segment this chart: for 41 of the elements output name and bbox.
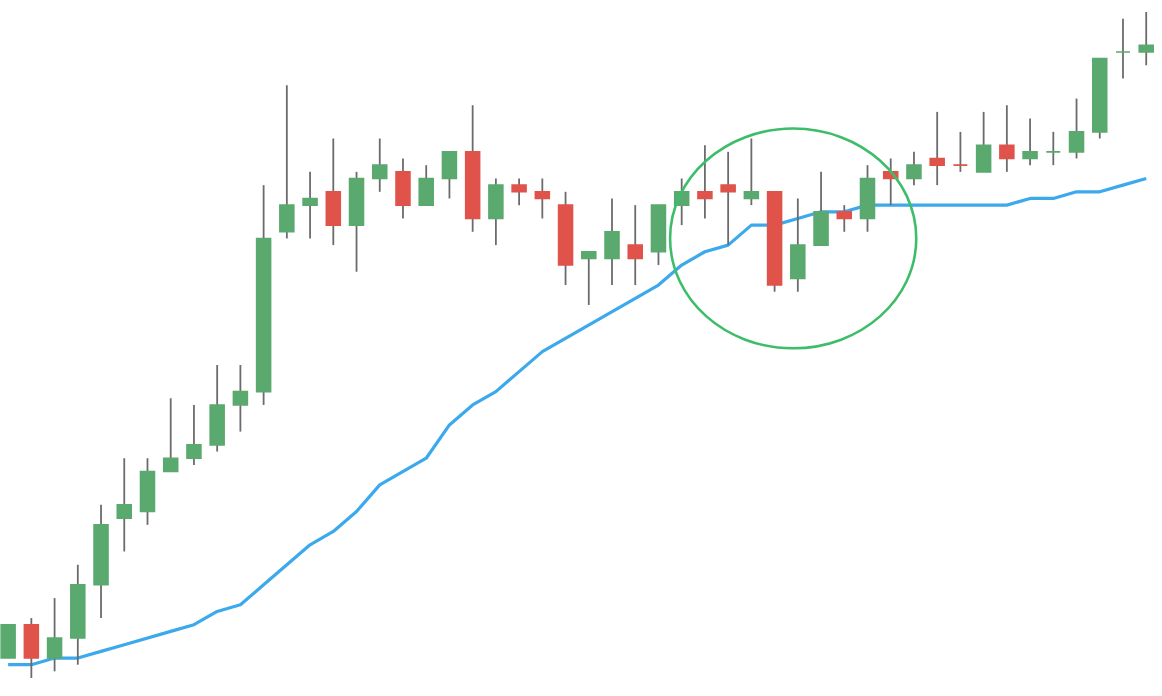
candlestick bbox=[441, 150, 458, 200]
candlestick bbox=[23, 617, 40, 679]
candlestick bbox=[371, 137, 388, 193]
candlestick bbox=[929, 110, 945, 187]
candlestick bbox=[209, 364, 225, 453]
candlestick bbox=[975, 110, 992, 173]
candlestick bbox=[279, 84, 295, 240]
candlestick bbox=[859, 164, 876, 233]
candlestick bbox=[116, 457, 133, 553]
candlestick bbox=[534, 177, 551, 220]
candlestick bbox=[627, 204, 643, 286]
candlestick bbox=[395, 157, 411, 220]
candlestick bbox=[813, 170, 829, 246]
candlestick bbox=[162, 397, 179, 473]
candlestick bbox=[650, 204, 667, 266]
candlestick bbox=[952, 130, 969, 173]
candlestick bbox=[511, 177, 527, 207]
candlestick bbox=[581, 250, 597, 306]
candlestick bbox=[1115, 17, 1131, 80]
candlestick bbox=[906, 150, 922, 187]
candlestick bbox=[1045, 130, 1062, 167]
candlestick bbox=[46, 597, 63, 673]
candlestick bbox=[348, 170, 365, 273]
candlestick bbox=[325, 137, 342, 246]
candlestick bbox=[697, 144, 713, 220]
candlestick bbox=[186, 404, 202, 466]
candlestick bbox=[743, 137, 760, 207]
candlestick bbox=[302, 170, 318, 240]
candlestick bbox=[836, 204, 853, 233]
candlestick bbox=[1022, 117, 1038, 167]
candlestick bbox=[720, 150, 736, 246]
candlestick bbox=[418, 164, 434, 207]
candlestick bbox=[1068, 97, 1085, 160]
candlestick bbox=[232, 364, 249, 433]
candlestick bbox=[1138, 11, 1154, 67]
candlestick bbox=[488, 177, 504, 246]
candlestick bbox=[790, 197, 806, 293]
candlestick bbox=[139, 457, 156, 526]
candlestick bbox=[604, 197, 620, 286]
candlestick bbox=[999, 104, 1015, 173]
candlestick bbox=[0, 623, 16, 659]
